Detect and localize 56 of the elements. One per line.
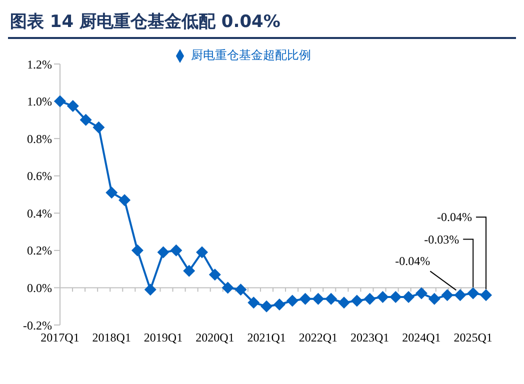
x-tick-label: 2018Q1 bbox=[92, 330, 131, 345]
point bbox=[350, 294, 363, 307]
y-tick-label: 1.0% bbox=[27, 94, 52, 109]
point bbox=[54, 95, 66, 108]
data-label: -0.03% bbox=[424, 232, 460, 246]
x-tick-label: 2019Q1 bbox=[144, 330, 183, 345]
point bbox=[66, 100, 79, 112]
y-tick-label: 0.2% bbox=[27, 244, 52, 258]
x-tick-label: 2025Q1 bbox=[454, 330, 492, 345]
legend-label: 厨电重仓基金超配比例 bbox=[191, 48, 311, 62]
point bbox=[441, 289, 454, 302]
y-tick-label: -0.2% bbox=[23, 318, 52, 332]
y-tick-label: 0.6% bbox=[27, 169, 52, 184]
point bbox=[234, 284, 247, 296]
point bbox=[454, 289, 466, 302]
point bbox=[402, 291, 415, 304]
point bbox=[196, 246, 208, 258]
point bbox=[248, 296, 260, 309]
point bbox=[131, 244, 144, 256]
point bbox=[299, 292, 312, 305]
point bbox=[286, 294, 298, 307]
point bbox=[106, 186, 118, 199]
point bbox=[467, 287, 480, 300]
point bbox=[390, 291, 402, 304]
x-tick-label: 2024Q1 bbox=[402, 330, 441, 345]
x-tick-label: 2022Q1 bbox=[298, 330, 338, 345]
point bbox=[312, 292, 324, 305]
point bbox=[364, 292, 376, 305]
x-tick-label: 2020Q1 bbox=[196, 330, 234, 345]
point bbox=[80, 114, 92, 126]
point bbox=[144, 284, 156, 296]
data-label: -0.04% bbox=[395, 254, 430, 268]
x-tick-label: 2017Q1 bbox=[40, 330, 80, 345]
x-tick-label: 2023Q1 bbox=[350, 330, 390, 345]
point bbox=[208, 268, 221, 281]
x-tick-label: 2021Q1 bbox=[247, 330, 286, 345]
y-tick-label: 0.0% bbox=[27, 280, 52, 295]
point bbox=[376, 291, 389, 304]
point bbox=[480, 289, 492, 302]
point bbox=[92, 121, 105, 134]
y-tick-label: 1.2% bbox=[27, 57, 52, 72]
y-tick-label: 0.8% bbox=[27, 132, 52, 146]
point bbox=[273, 298, 286, 310]
point bbox=[428, 292, 440, 305]
y-tick-label: 0.4% bbox=[27, 206, 52, 220]
data-label: -0.04% bbox=[437, 210, 472, 224]
point bbox=[325, 292, 338, 305]
point bbox=[157, 246, 170, 258]
point bbox=[415, 287, 428, 300]
point bbox=[183, 264, 196, 277]
point bbox=[118, 194, 131, 206]
chart-title: 图表 14 厨电重仓基金低配 0.04% bbox=[8, 8, 516, 39]
point bbox=[222, 282, 234, 294]
point bbox=[170, 244, 182, 256]
point bbox=[260, 300, 273, 312]
point bbox=[338, 296, 350, 309]
